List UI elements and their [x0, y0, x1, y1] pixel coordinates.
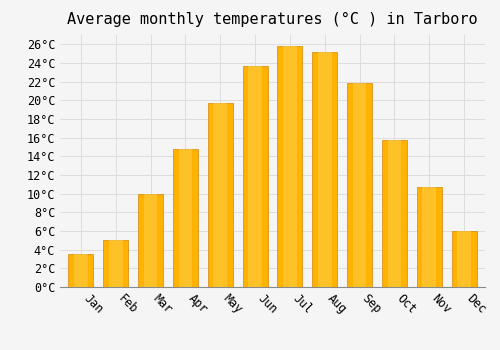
Bar: [388, 140, 402, 287]
Bar: [103, 240, 128, 287]
Bar: [452, 231, 476, 287]
Bar: [248, 66, 262, 287]
Title: Average monthly temperatures (°C ) in Tarboro: Average monthly temperatures (°C ) in Ta…: [67, 12, 478, 27]
Bar: [242, 66, 268, 287]
Bar: [416, 187, 442, 287]
Bar: [457, 231, 471, 287]
Bar: [382, 140, 407, 287]
Bar: [68, 254, 94, 287]
Bar: [318, 52, 332, 287]
Bar: [422, 187, 436, 287]
Bar: [278, 46, 302, 287]
Bar: [347, 83, 372, 287]
Bar: [178, 149, 192, 287]
Bar: [138, 194, 163, 287]
Bar: [283, 46, 297, 287]
Bar: [312, 52, 338, 287]
Bar: [109, 240, 122, 287]
Bar: [144, 194, 158, 287]
Bar: [352, 83, 366, 287]
Bar: [74, 254, 88, 287]
Bar: [173, 149, 198, 287]
Bar: [208, 103, 233, 287]
Bar: [214, 103, 227, 287]
